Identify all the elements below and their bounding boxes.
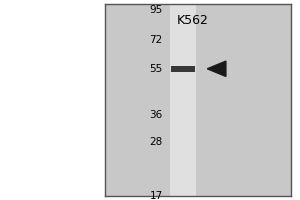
Text: 28: 28	[149, 137, 163, 147]
Text: 17: 17	[149, 191, 163, 200]
Text: 72: 72	[149, 35, 163, 45]
Text: K562: K562	[176, 14, 208, 27]
Text: 55: 55	[149, 64, 163, 74]
Polygon shape	[207, 61, 226, 76]
Text: 95: 95	[149, 5, 163, 15]
Bar	[170, 4, 196, 196]
Bar	[171, 66, 195, 72]
Text: 36: 36	[149, 110, 163, 120]
